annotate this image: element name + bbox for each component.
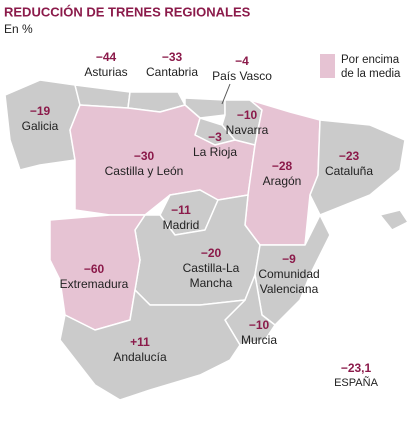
region-name: Asturias (84, 65, 127, 79)
region-value: −11 (171, 203, 191, 217)
andalucia-shape (59, 289, 246, 401)
region-value: +11 (130, 335, 150, 349)
region-name: Mancha (190, 276, 233, 290)
region-value: −4 (235, 54, 249, 68)
total-value: −23,1 (341, 361, 372, 375)
subtitle: En % (4, 22, 33, 36)
region-name: Castilla y León (105, 164, 184, 178)
cataluna-shape (309, 119, 406, 216)
regions (4, 79, 409, 401)
region-name: País Vasco (212, 69, 272, 83)
total-name: ESPAÑA (334, 376, 378, 389)
region-value: −19 (30, 104, 51, 118)
region-value: −23 (339, 149, 360, 163)
region-name: Comunidad (258, 267, 319, 281)
region-value: −28 (272, 159, 293, 173)
region-value: −44 (96, 50, 117, 64)
region-value: −3 (208, 130, 222, 144)
title: REDUCCIÓN DE TRENES REGIONALES (4, 4, 251, 19)
region-name: Madrid (163, 218, 200, 232)
region-value: −60 (84, 262, 105, 276)
region-value: −9 (282, 252, 296, 266)
region-name: Murcia (241, 333, 277, 347)
region-name: Galicia (22, 119, 59, 133)
region-name: Castilla-La (183, 261, 240, 275)
region-value: −10 (249, 318, 270, 332)
legend-swatch (320, 54, 335, 78)
region-value: −10 (237, 108, 258, 122)
region-name: Valenciana (260, 282, 319, 296)
region-name: Extremadura (60, 277, 129, 291)
region-name: Cantabria (146, 65, 198, 79)
region-name: Cataluña (325, 164, 373, 178)
region-name: La Rioja (193, 145, 237, 159)
region-value: −30 (134, 149, 155, 163)
region-name: Aragón (263, 174, 302, 188)
region-value: −33 (162, 50, 183, 64)
leader-line (221, 83, 231, 105)
region-value: −20 (201, 246, 222, 260)
region-name: Andalucía (113, 350, 167, 364)
region-name: Navarra (226, 123, 269, 137)
legend-label: de la media (341, 68, 401, 80)
baleares-shape (379, 209, 409, 231)
legend-label: Por encima (341, 54, 400, 66)
